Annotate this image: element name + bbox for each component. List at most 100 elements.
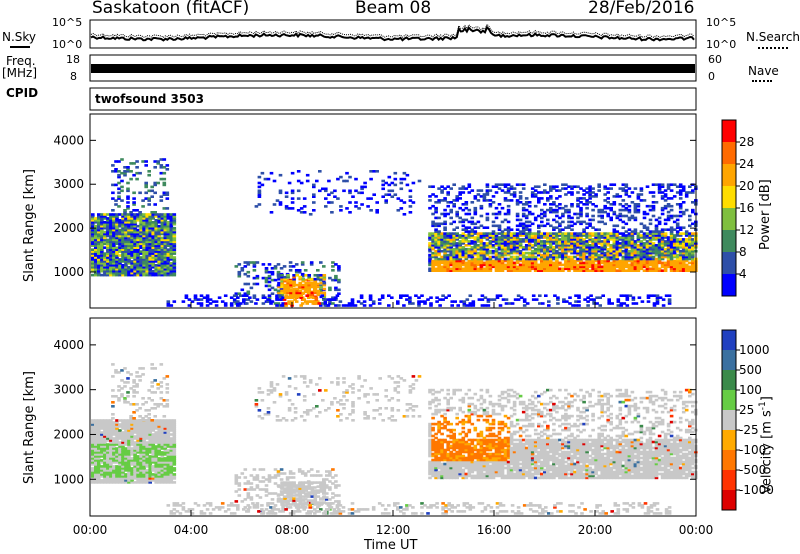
heatmap-cell [157, 469, 161, 472]
heatmap-cell [648, 244, 653, 247]
heatmap-cell [169, 262, 174, 265]
heatmap-cell [434, 267, 438, 271]
heatmap-cell [252, 269, 257, 272]
heatmap-cell [296, 189, 301, 193]
heatmap-cell [278, 294, 282, 297]
heatmap-cell [127, 463, 131, 466]
heatmap-cell [681, 240, 686, 243]
heatmap-cell [443, 246, 447, 249]
heatmap-cell [645, 257, 650, 261]
heatmap-cell [109, 230, 113, 234]
heatmap-cell [324, 189, 328, 193]
heatmap-cell [350, 300, 355, 303]
heatmap-cell [133, 236, 137, 240]
heatmap-cell [246, 263, 251, 266]
heatmap-cell [127, 453, 131, 456]
heatmap-cell [437, 199, 441, 202]
heatmap-cell [455, 214, 459, 218]
heatmap-cell [290, 207, 295, 210]
heatmap-cell [273, 267, 278, 270]
heatmap-cell [491, 263, 496, 267]
heatmap-cell [139, 423, 143, 426]
heatmap-cell [242, 300, 246, 303]
heatmap-cell [500, 246, 505, 249]
heatmap-cell [109, 242, 113, 246]
heatmap-cell [130, 266, 134, 269]
heatmap-cell [555, 220, 559, 224]
heatmap-cell [91, 459, 95, 462]
heatmap-cell [531, 298, 536, 301]
heatmap-cell [106, 473, 110, 476]
heatmap-cell [292, 295, 296, 299]
heatmap-cell [380, 294, 385, 297]
heatmap-cell [615, 240, 620, 243]
heatmap-cell [669, 246, 674, 249]
heatmap-cell [145, 481, 149, 484]
heatmap-cell [630, 214, 635, 218]
heatmap-cell [506, 236, 511, 239]
heatmap-cell [130, 222, 134, 226]
heatmap-cell [618, 236, 623, 239]
cpid-text: twofsound 3503 [95, 92, 204, 106]
heatmap-cell [91, 441, 95, 444]
heatmap-cell [552, 253, 556, 257]
heatmap-cell [667, 300, 672, 303]
heatmap-cell [570, 203, 574, 206]
heatmap-cell [121, 219, 125, 222]
heatmap-cell [91, 244, 95, 247]
heatmap-cell [136, 254, 140, 257]
heatmap-cell [337, 267, 341, 270]
heatmap-cell [132, 417, 136, 420]
heatmap-cell [166, 250, 171, 253]
heatmap-cell [606, 206, 610, 210]
heatmap-cell [154, 273, 158, 277]
heatmap-cell [103, 437, 107, 440]
heatmap-cell [621, 259, 626, 263]
heatmap-cell [127, 435, 131, 438]
heatmap-cell [97, 215, 101, 218]
heatmap-cell [136, 238, 140, 242]
heatmap-cell [136, 449, 140, 452]
heatmap-cell [660, 232, 665, 235]
heatmap-cell [473, 222, 478, 226]
heatmap-cell [654, 267, 659, 271]
heatmap-cell [160, 271, 165, 275]
nave-label: Nave [748, 64, 779, 78]
heatmap-cell [148, 433, 152, 436]
heatmap-cell [612, 269, 617, 272]
heatmap-cell [264, 269, 269, 272]
heatmap-cell [286, 283, 290, 287]
heatmap-cell [585, 201, 589, 204]
heatmap-cell [100, 221, 104, 224]
heatmap-cell [94, 455, 98, 458]
heatmap-cell [648, 232, 653, 235]
heatmap-cell [157, 471, 161, 474]
heatmap-cell [133, 481, 137, 484]
heatmap-cell [136, 437, 140, 440]
heatmap-cell [660, 234, 665, 237]
heatmap-cell [334, 263, 338, 266]
heatmap-cell [136, 479, 140, 482]
heatmap-cell [606, 255, 610, 259]
heatmap-cell [103, 449, 107, 452]
heatmap-cell [552, 257, 556, 261]
heatmap-cell [669, 249, 674, 253]
heatmap-cell [624, 206, 629, 210]
heatmap-cell [657, 253, 662, 257]
heatmap-cell [154, 451, 158, 454]
heatmap-cell [106, 242, 110, 246]
heatmap-cell [624, 230, 629, 233]
heatmap-cell [530, 251, 535, 255]
heatmap-cell [157, 260, 161, 263]
heatmap-cell [115, 431, 119, 434]
heatmap-cell [91, 425, 95, 428]
heatmap-cell [304, 281, 308, 285]
heatmap-cell [118, 266, 122, 269]
heatmap-cell [112, 433, 116, 436]
heatmap-cell [558, 267, 562, 271]
heatmap-cell [112, 471, 116, 474]
heatmap-cell [636, 234, 641, 237]
heatmap-cell [561, 242, 565, 245]
heatmap-cell [142, 234, 146, 238]
heatmap-cell [360, 191, 364, 195]
